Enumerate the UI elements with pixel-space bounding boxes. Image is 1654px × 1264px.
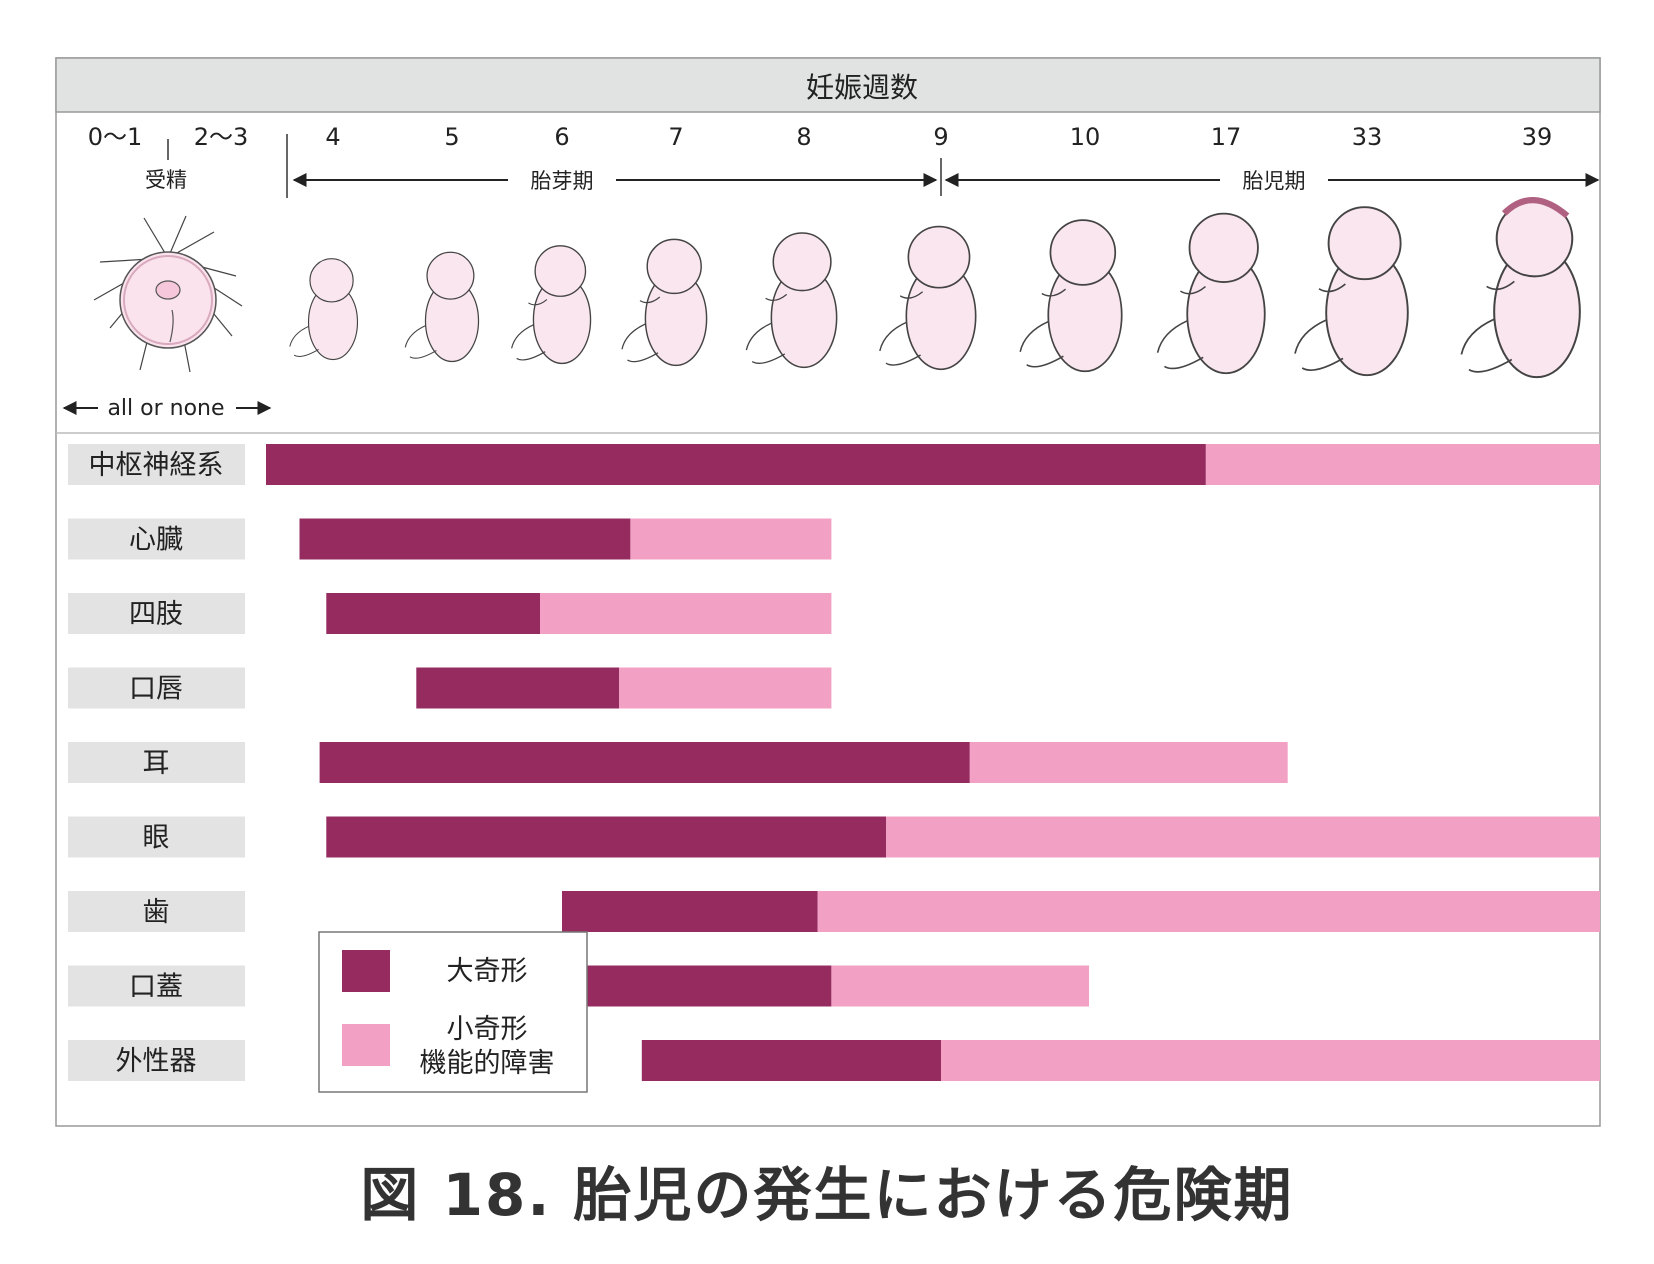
figure-caption: 図 18. 胎児の発生における危険期 [360, 1161, 1294, 1229]
week-label-39: 39 [1522, 123, 1553, 151]
embryo-illustration-week-39 [1460, 197, 1581, 379]
bar-major-malformation [641, 1040, 941, 1081]
organ-label-bg [68, 1040, 245, 1081]
fertilization-egg-illustration [93, 215, 243, 373]
embryo-illustration-week-5 [404, 251, 480, 363]
organ-label-bg [68, 742, 245, 783]
bar-major-malformation [562, 891, 818, 932]
week-label-8: 8 [796, 123, 811, 151]
organ-label: 歯 [143, 897, 170, 928]
bar-major-malformation [319, 742, 970, 783]
embryo-illustrations [289, 197, 1581, 379]
organ-label: 四肢 [129, 599, 183, 630]
organ-row: 歯 [68, 891, 1600, 932]
embryo-illustration-week-4 [289, 258, 359, 361]
bar-minor-malformation [619, 667, 832, 709]
organ-label: 耳 [143, 748, 170, 779]
embryo-illustration-week-17 [1156, 212, 1266, 375]
organ-label-bg [68, 965, 245, 1007]
bar-minor-malformation [1205, 444, 1600, 485]
bar-major-malformation [416, 667, 619, 709]
bar-minor-malformation [886, 816, 1600, 858]
organ-label: 眼 [143, 823, 170, 854]
bar-minor-malformation [941, 1040, 1600, 1081]
bar-major-malformation [266, 444, 1206, 485]
organ-label-bg [68, 518, 245, 560]
all-or-none-label: all or none [107, 396, 224, 421]
week-label-0-1: 0～1 [88, 123, 143, 151]
legend-label-minor-line2: 機能的障害 [420, 1048, 555, 1079]
organ-row: 外性器 [68, 1040, 1600, 1081]
organ-label-bg [68, 593, 245, 634]
legend-swatch-major [342, 950, 390, 992]
legend: 大奇形 小奇形 機能的障害 [318, 931, 588, 1093]
week-label-2-3: 2～3 [194, 123, 249, 151]
bar-minor-malformation [817, 891, 1600, 932]
organ-row: 眼 [68, 816, 1600, 858]
week-label-7: 7 [668, 123, 683, 151]
organ-row: 耳 [68, 742, 1288, 783]
fertilization-label: 受精 [145, 168, 187, 192]
bar-major-malformation [326, 593, 540, 634]
week-label-9: 9 [933, 123, 948, 151]
bar-minor-malformation [630, 518, 832, 560]
header-title: 妊娠週数 [806, 71, 918, 104]
bar-minor-malformation [969, 742, 1288, 783]
week-label-6: 6 [554, 123, 569, 151]
week-label-17: 17 [1211, 123, 1242, 151]
week-labels: 0～1 2～3 4 5 6 7 8 9 10 17 33 39 [88, 123, 1553, 151]
organ-label: 口蓋 [129, 972, 183, 1003]
embryo-illustration-week-10 [1019, 219, 1123, 373]
organ-label: 外性器 [116, 1046, 197, 1077]
week-label-4: 4 [325, 123, 340, 151]
organ-label: 心臓 [129, 525, 183, 556]
organ-row: 口唇 [68, 667, 832, 709]
legend-label-major: 大奇形 [447, 956, 528, 987]
organ-row: 四肢 [68, 593, 832, 634]
organ-label-bg [68, 444, 245, 485]
organ-label-bg [68, 891, 245, 932]
week-label-33: 33 [1352, 123, 1383, 151]
bar-major-malformation [562, 965, 832, 1007]
bar-major-malformation [299, 518, 631, 560]
organ-row: 中枢神経系 [68, 444, 1600, 485]
organ-label-bg [68, 667, 245, 709]
header-band [55, 57, 1601, 113]
embryonic-period-label: 胎芽期 [531, 169, 594, 193]
embryo-illustration-week-9 [879, 225, 977, 371]
organ-row: 口蓋 [68, 965, 1090, 1007]
embryo-illustration-week-8 [745, 232, 838, 369]
week-label-10: 10 [1070, 123, 1101, 151]
week-label-5: 5 [444, 123, 459, 151]
legend-swatch-minor [342, 1024, 390, 1066]
organ-label: 口唇 [129, 674, 183, 705]
organ-row: 心臓 [68, 518, 832, 560]
embryo-illustration-week-33 [1294, 206, 1409, 377]
organ-label: 中枢神経系 [89, 450, 224, 481]
embryo-illustration-week-6 [511, 245, 592, 365]
fetal-period-label: 胎児期 [1243, 169, 1306, 193]
bar-minor-malformation [831, 965, 1090, 1007]
bar-minor-malformation [540, 593, 832, 634]
bar-major-malformation [326, 816, 887, 858]
embryo-illustration-week-7 [621, 238, 708, 367]
organ-label-bg [68, 816, 245, 858]
legend-label-minor-line1: 小奇形 [447, 1014, 528, 1045]
